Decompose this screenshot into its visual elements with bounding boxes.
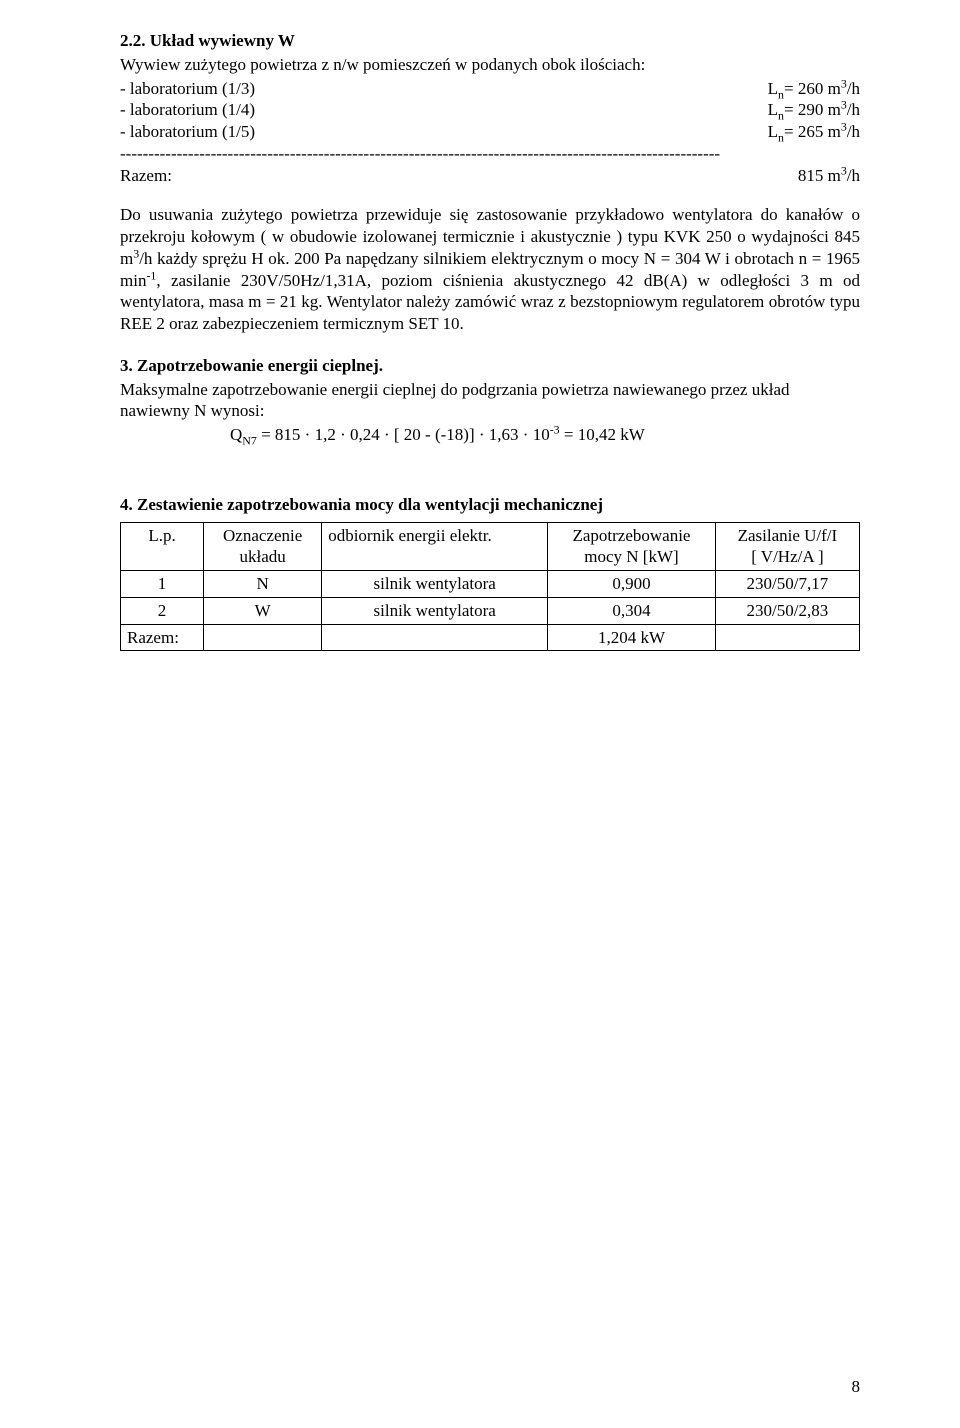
flow-unit: /h xyxy=(847,79,860,98)
razem-value: 815 m3/h xyxy=(778,165,860,187)
body-sup2: -1 xyxy=(146,268,156,282)
dash-line: ----------------------------------------… xyxy=(120,143,860,165)
flow-unit: /h xyxy=(847,122,860,141)
th-zas-l2: [ V/Hz/A ] xyxy=(751,547,823,566)
td-zap: 0,900 xyxy=(548,571,716,598)
razem-label: Razem: xyxy=(120,165,778,187)
td-lp: 1 xyxy=(121,571,204,598)
td-lp: 2 xyxy=(121,597,204,624)
th-zap-l1: Zapotrzebowanie xyxy=(572,526,690,545)
flow-val: = 260 m xyxy=(784,79,841,98)
razem-val-pre: 815 m xyxy=(798,166,841,185)
flow-row-value: Ln= 265 m3/h xyxy=(748,121,860,143)
flow-row-3: - laboratorium (1/5) Ln= 265 m3/h xyxy=(120,121,860,143)
flow-row-1: - laboratorium (1/3) Ln= 260 m3/h xyxy=(120,78,860,100)
th-zap-l2: mocy N [kW] xyxy=(584,547,678,566)
formula-var: Q xyxy=(230,425,242,444)
th-zas-l1: Zasilanie U/f/I xyxy=(738,526,838,545)
th-lp-text: L.p. xyxy=(148,526,175,545)
td-razem-val: 1,204 kW xyxy=(548,624,716,651)
formula-rhs: = 10,42 kW xyxy=(560,425,645,444)
page-number: 8 xyxy=(852,1376,861,1398)
page: 2.2. Układ wywiewny W Wywiew zużytego po… xyxy=(0,0,960,1428)
section3-intro: Maksymalne zapotrzebowanie energii ciepl… xyxy=(120,379,860,423)
flow-var: L xyxy=(768,122,778,141)
table-razem-row: Razem: 1,204 kW xyxy=(121,624,860,651)
flow-row-label: - laboratorium (1/4) xyxy=(120,99,748,121)
razem-val-post: /h xyxy=(847,166,860,185)
td-ozn: N xyxy=(204,571,322,598)
section22-body: Do usuwania zużytego powietrza przewiduj… xyxy=(120,204,860,335)
table-header-row: L.p. Oznaczenie układu odbiornik energii… xyxy=(121,522,860,571)
table-row: 2 W silnik wentylatora 0,304 230/50/2,83 xyxy=(121,597,860,624)
flow-row-label: - laboratorium (1/5) xyxy=(120,121,748,143)
th-lp: L.p. xyxy=(121,522,204,571)
section4-heading: 4. Zestawienie zapotrzebowania mocy dla … xyxy=(120,494,860,516)
razem-row: Razem: 815 m3/h xyxy=(120,165,860,187)
th-odb-text: odbiornik energii elektr. xyxy=(328,526,492,545)
td-odb: silnik wentylatora xyxy=(322,571,548,598)
flow-row-value: Ln= 260 m3/h xyxy=(748,78,860,100)
formula-mid: = 815 · 1,2 · 0,24 · [ 20 - (-18)] · 1,6… xyxy=(257,425,550,444)
flow-val: = 265 m xyxy=(784,122,841,141)
td-empty xyxy=(204,624,322,651)
th-ozn-l2: układu xyxy=(240,547,286,566)
section22-intro: Wywiew zużytego powietrza z n/w pomieszc… xyxy=(120,54,860,76)
section3-heading: 3. Zapotrzebowanie energii cieplnej. xyxy=(120,355,860,377)
td-odb: silnik wentylatora xyxy=(322,597,548,624)
th-ozn: Oznaczenie układu xyxy=(204,522,322,571)
th-ozn-l1: Oznaczenie xyxy=(223,526,302,545)
flow-unit: /h xyxy=(847,100,860,119)
flow-row-2: - laboratorium (1/4) Ln= 290 m3/h xyxy=(120,99,860,121)
section22-heading: 2.2. Układ wywiewny W xyxy=(120,30,860,52)
td-zas: 230/50/7,17 xyxy=(715,571,859,598)
body-part3: , zasilanie 230V/50Hz/1,31A, poziom ciśn… xyxy=(120,271,860,334)
table-row: 1 N silnik wentylatora 0,900 230/50/7,17 xyxy=(121,571,860,598)
td-razem-label: Razem: xyxy=(121,624,204,651)
section3-formula: QN7 = 815 · 1,2 · 0,24 · [ 20 - (-18)] ·… xyxy=(120,424,860,446)
td-zap: 0,304 xyxy=(548,597,716,624)
td-empty xyxy=(715,624,859,651)
flow-row-label: - laboratorium (1/3) xyxy=(120,78,748,100)
power-table: L.p. Oznaczenie układu odbiornik energii… xyxy=(120,522,860,652)
th-odb: odbiornik energii elektr. xyxy=(322,522,548,571)
flow-var: L xyxy=(768,100,778,119)
formula-sub: N7 xyxy=(242,433,257,447)
td-zas: 230/50/2,83 xyxy=(715,597,859,624)
th-zas: Zasilanie U/f/I [ V/Hz/A ] xyxy=(715,522,859,571)
th-zap: Zapotrzebowanie mocy N [kW] xyxy=(548,522,716,571)
formula-sup: -3 xyxy=(550,422,560,436)
flow-var: L xyxy=(768,79,778,98)
flow-val: = 290 m xyxy=(784,100,841,119)
flow-row-value: Ln= 290 m3/h xyxy=(748,99,860,121)
td-ozn: W xyxy=(204,597,322,624)
td-empty xyxy=(322,624,548,651)
